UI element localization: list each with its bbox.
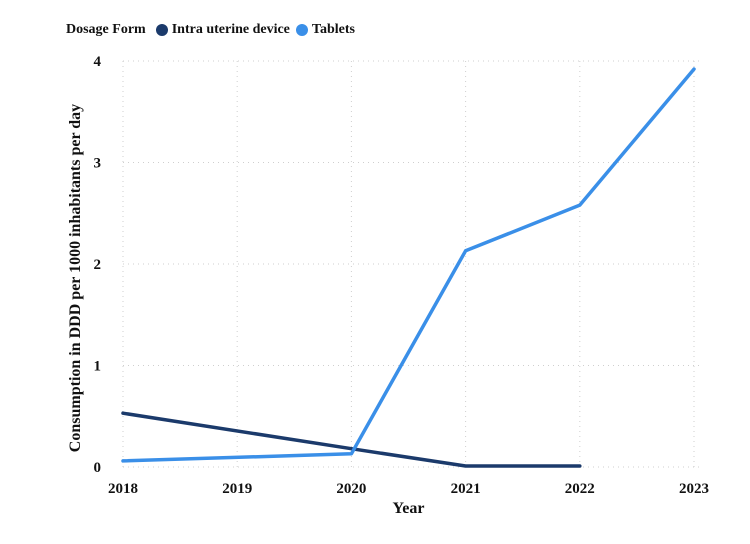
legend-marker-intra-uterine-device (155, 24, 168, 36)
legend-item-intra-uterine-device[interactable]: Intra uterine device (155, 22, 290, 38)
legend-marker-tablets (295, 24, 308, 36)
legend-label-tablets: Tablets (311, 22, 355, 37)
x-tick-label-2023: 2023 (679, 481, 709, 497)
grid (122, 60, 702, 468)
x-tick-label-2021: 2021 (451, 481, 481, 497)
legend-label-intra-uterine-device: Intra uterine device (171, 22, 290, 37)
x-tick-label-2018: 2018 (108, 481, 138, 497)
legend: Dosage Form Intra uterine device Tablets (66, 20, 361, 40)
x-tick-label-2020: 2020 (336, 481, 366, 497)
series-line-tablets[interactable] (121, 67, 696, 463)
series-line-intra-uterine-device[interactable] (121, 411, 582, 468)
series-lines (121, 67, 696, 468)
x-tick-label-2019: 2019 (222, 481, 252, 497)
y-tick-label-0: 0 (94, 460, 102, 476)
y-tick-label-2: 2 (94, 257, 102, 273)
legend-item-tablets[interactable]: Tablets (295, 22, 355, 38)
x-axis-label: Year (393, 500, 425, 517)
tick-labels: 0 1 2 3 4 2018 2019 2020 2021 2022 2023 (94, 54, 710, 497)
y-tick-label-4: 4 (94, 54, 102, 70)
y-tick-label-1: 1 (94, 359, 102, 375)
y-axis-label: Consumption in DDD per 1000 inhabitants … (67, 104, 84, 452)
x-tick-label-2022: 2022 (565, 481, 595, 497)
legend-title: Dosage Form (66, 22, 146, 37)
y-tick-label-3: 3 (94, 156, 102, 172)
